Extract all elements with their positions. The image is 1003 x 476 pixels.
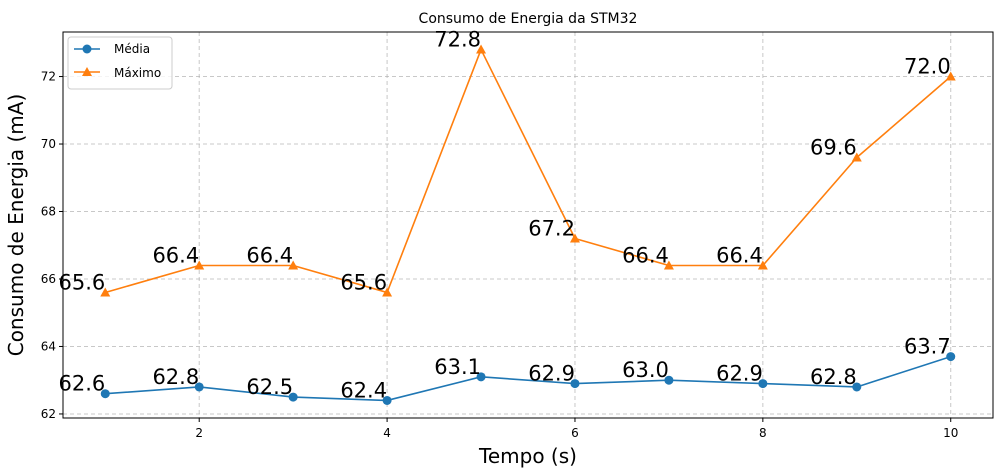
data-point-media	[194, 382, 204, 392]
data-label-maximo: 66.4	[152, 243, 199, 267]
data-point-maximo	[663, 260, 674, 270]
y-tick-label: 70	[41, 137, 56, 151]
legend: Média Máximo	[67, 36, 173, 90]
data-label-media: 62.8	[152, 365, 199, 389]
y-tick-label: 62	[41, 407, 56, 421]
data-label-maximo: 66.4	[716, 243, 763, 267]
plot-frame	[62, 31, 994, 419]
data-label-media: 62.5	[246, 375, 293, 399]
series-lines	[100, 44, 956, 405]
y-tick-label: 64	[41, 339, 56, 353]
data-label-maximo: 72.0	[904, 55, 951, 79]
data-label-media: 62.9	[716, 362, 763, 386]
data-point-media	[570, 379, 580, 389]
data-label-media: 63.1	[434, 355, 481, 379]
data-point-media	[946, 352, 956, 362]
x-tick-label: 2	[195, 426, 203, 440]
x-tick-label: 10	[943, 426, 958, 440]
series-line-maximo	[105, 48, 952, 294]
data-point-media	[852, 382, 862, 392]
y-tick-label: 72	[41, 70, 56, 84]
data-point-maximo	[476, 44, 487, 54]
data-point-maximo	[945, 71, 956, 81]
data-labels: 62.6 62.8 62.5 62.4 63.1 62.9 63.0 62.9 62.8 63.7…	[59, 28, 951, 403]
data-label-maximo: 72.8	[434, 28, 481, 52]
data-point-media	[100, 389, 110, 399]
data-label-media: 63.0	[622, 358, 669, 382]
data-label-maximo: 65.6	[59, 270, 106, 294]
data-label-media: 62.8	[810, 365, 857, 389]
data-point-media	[758, 379, 768, 389]
legend-label-media: Média	[114, 42, 150, 56]
x-tick-label: 4	[383, 426, 391, 440]
legend-label-maximo: Máximo	[114, 66, 161, 80]
data-point-maximo	[757, 260, 768, 270]
data-label-maximo: 66.4	[246, 243, 293, 267]
chart-title: Consumo de Energia da STM32	[419, 11, 638, 27]
x-axis-label: Tempo (s)	[478, 444, 577, 468]
data-point-media	[476, 372, 486, 382]
data-label-maximo: 67.2	[528, 216, 575, 240]
data-label-media: 62.6	[59, 372, 106, 396]
data-point-media	[382, 395, 392, 405]
legend-box	[67, 36, 173, 90]
data-label-media: 62.4	[340, 378, 387, 402]
data-point-media	[664, 375, 674, 385]
y-tick-label: 66	[41, 272, 56, 286]
data-point-maximo	[100, 287, 111, 297]
data-point-media	[288, 392, 298, 402]
data-label-maximo: 66.4	[622, 243, 669, 267]
data-label-maximo: 69.6	[810, 136, 857, 160]
data-point-maximo	[382, 287, 393, 297]
data-point-maximo	[851, 152, 862, 162]
x-tick-label: 6	[571, 426, 579, 440]
series-line-media	[105, 355, 951, 402]
data-label-media: 62.9	[528, 362, 575, 386]
data-point-maximo	[569, 233, 580, 243]
data-label-maximo: 65.6	[340, 270, 387, 294]
y-tick-label: 68	[41, 205, 56, 219]
data-point-maximo	[194, 260, 205, 270]
y-axis-label: Consumo de Energia (mA)	[4, 94, 28, 357]
data-label-media: 63.7	[904, 335, 951, 359]
data-point-maximo	[288, 260, 299, 270]
x-tick-label: 8	[759, 426, 767, 440]
legend-marker-maximo	[82, 67, 92, 76]
legend-marker-media	[82, 44, 92, 54]
